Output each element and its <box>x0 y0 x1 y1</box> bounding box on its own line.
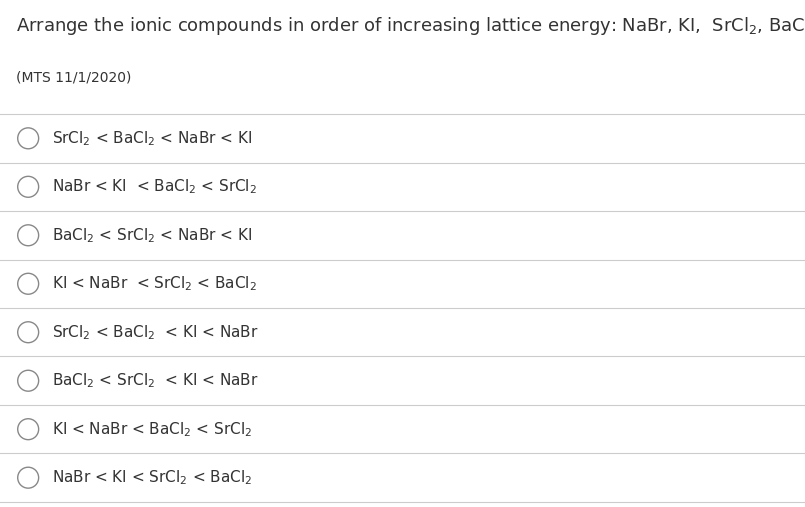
Text: (MTS 11/1/2020): (MTS 11/1/2020) <box>16 71 131 85</box>
Text: NaBr < KI < SrCl$_2$ < BaCl$_2$: NaBr < KI < SrCl$_2$ < BaCl$_2$ <box>52 468 253 487</box>
Text: KI < NaBr  < SrCl$_2$ < BaCl$_2$: KI < NaBr < SrCl$_2$ < BaCl$_2$ <box>52 274 258 293</box>
Text: SrCl$_2$ < BaCl$_2$ < NaBr < KI: SrCl$_2$ < BaCl$_2$ < NaBr < KI <box>52 129 253 148</box>
Text: BaCl$_2$ < SrCl$_2$ < NaBr < KI: BaCl$_2$ < SrCl$_2$ < NaBr < KI <box>52 226 253 245</box>
Text: NaBr < KI  < BaCl$_2$ < SrCl$_2$: NaBr < KI < BaCl$_2$ < SrCl$_2$ <box>52 177 258 196</box>
Text: KI < NaBr < BaCl$_2$ < SrCl$_2$: KI < NaBr < BaCl$_2$ < SrCl$_2$ <box>52 420 253 439</box>
Text: Arrange the ionic compounds in order of increasing lattice energy: NaBr, KI,  Sr: Arrange the ionic compounds in order of … <box>16 15 805 37</box>
Text: BaCl$_2$ < SrCl$_2$  < KI < NaBr: BaCl$_2$ < SrCl$_2$ < KI < NaBr <box>52 371 259 390</box>
Text: SrCl$_2$ < BaCl$_2$  < KI < NaBr: SrCl$_2$ < BaCl$_2$ < KI < NaBr <box>52 323 259 342</box>
